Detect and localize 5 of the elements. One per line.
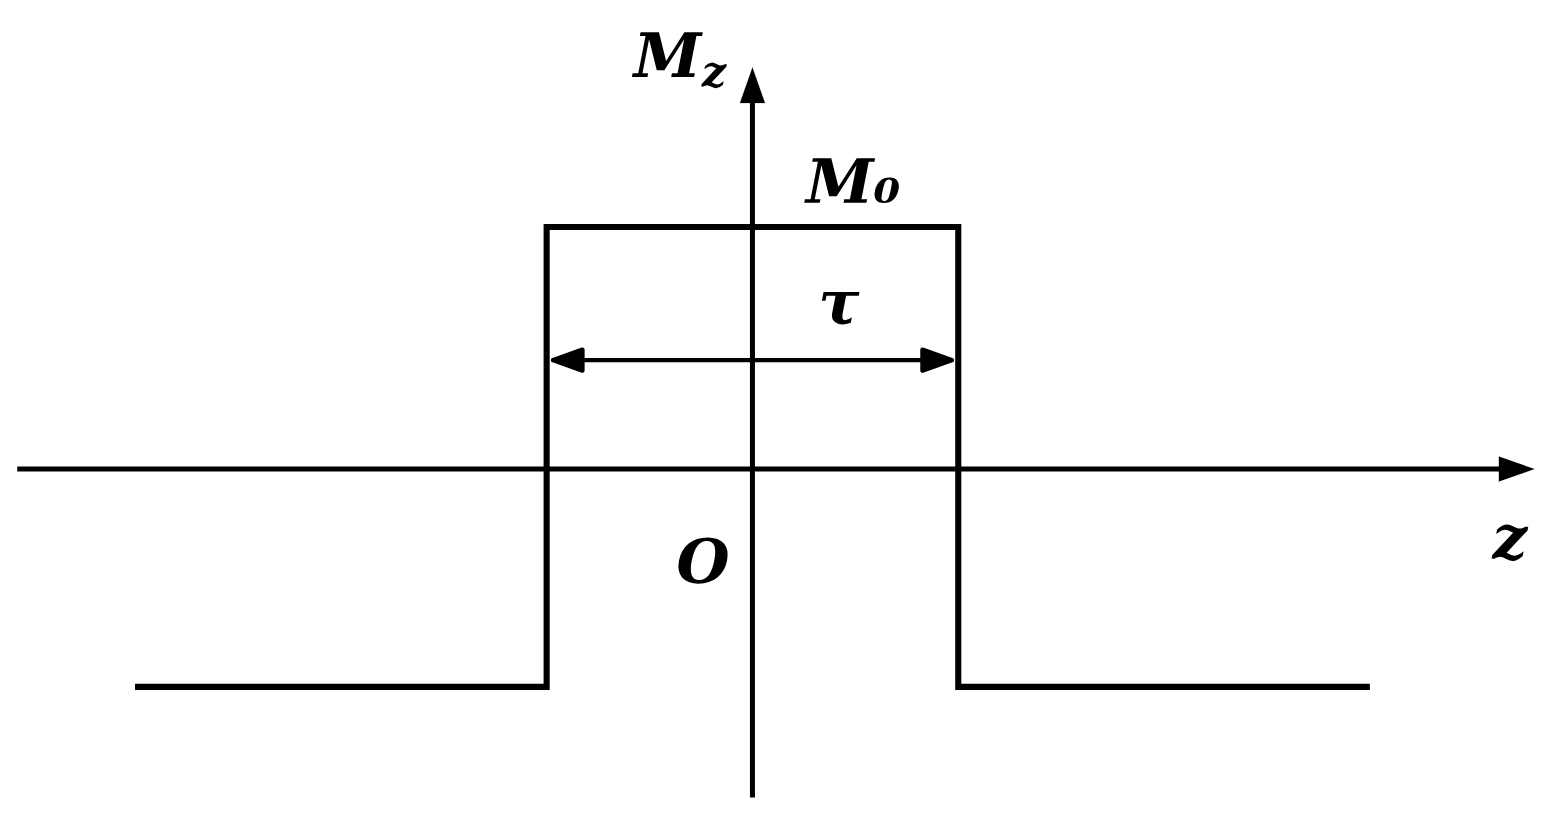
annotation: M₀ bbox=[804, 158, 899, 204]
annotation: τ bbox=[821, 292, 860, 325]
annotation: O bbox=[678, 537, 728, 584]
y-axis-title: M$_{z}$ bbox=[631, 32, 727, 89]
x-axis-title: z bbox=[1491, 524, 1529, 562]
